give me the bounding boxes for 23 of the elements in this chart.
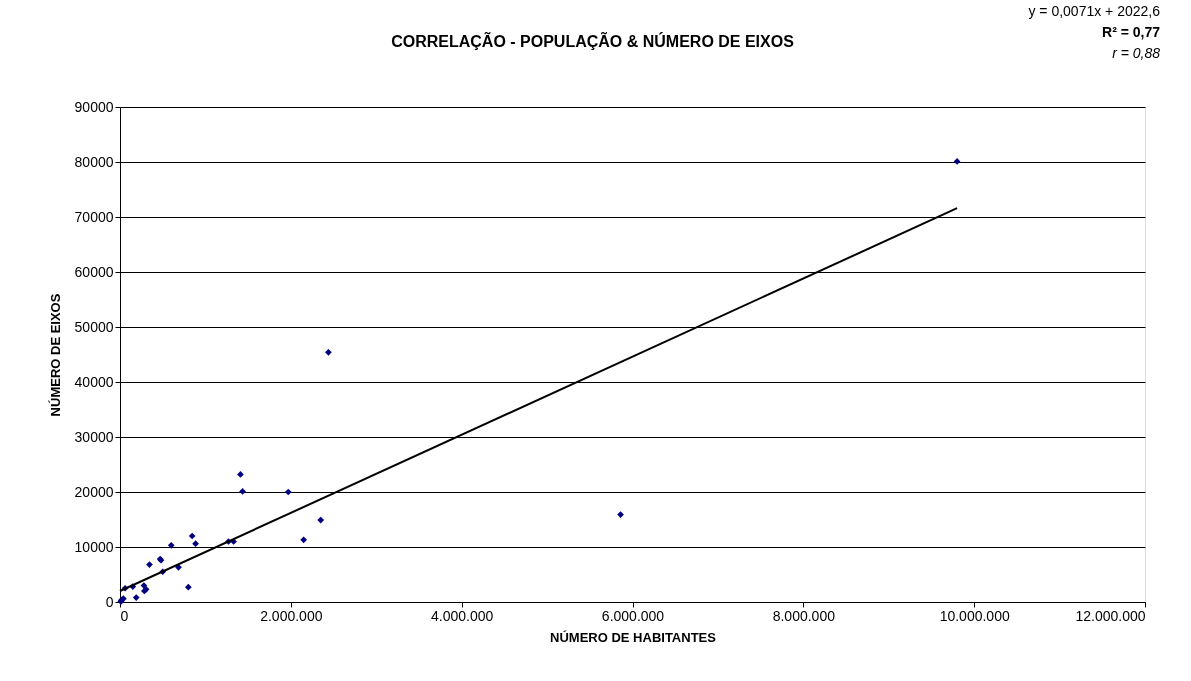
y-tick-label: 10000 bbox=[74, 538, 114, 555]
x-tick-label: 4.000.000 bbox=[431, 607, 494, 624]
y-tick-label: 30000 bbox=[74, 428, 114, 445]
y-tick-label: 90000 bbox=[74, 98, 114, 115]
y-axis-title: NÚMERO DE EIXOS bbox=[47, 293, 63, 417]
y-tick-label: 70000 bbox=[74, 208, 114, 225]
text: y = 0,0071x + 2022,6 bbox=[1028, 3, 1161, 19]
y-tick-label: 60000 bbox=[74, 263, 114, 280]
x-tick-label: 12.000.000 bbox=[1075, 607, 1146, 624]
y-tick-label: 0 bbox=[105, 593, 114, 610]
x-tick-label: 0 bbox=[120, 607, 129, 624]
x-axis-title: NÚMERO DE HABITANTES bbox=[550, 629, 717, 645]
y-tick-label: 20000 bbox=[74, 483, 114, 500]
y-tick-label: 50000 bbox=[74, 318, 114, 335]
x-tick-label: 2.000.000 bbox=[260, 607, 323, 624]
y-tick-label: 40000 bbox=[74, 373, 114, 390]
text: r = 0,88 bbox=[1112, 45, 1161, 61]
x-tick-label: 10.000.000 bbox=[939, 607, 1010, 624]
text: R² = 0,77 bbox=[1102, 24, 1161, 40]
x-tick-label: 8.000.000 bbox=[772, 607, 836, 624]
x-tick-label: 6.000.000 bbox=[601, 607, 665, 624]
chart-title: CORRELAÇÃO - POPULAÇÃO & NÚMERO DE EIXOS bbox=[391, 31, 795, 50]
y-tick-label: 80000 bbox=[74, 153, 114, 170]
